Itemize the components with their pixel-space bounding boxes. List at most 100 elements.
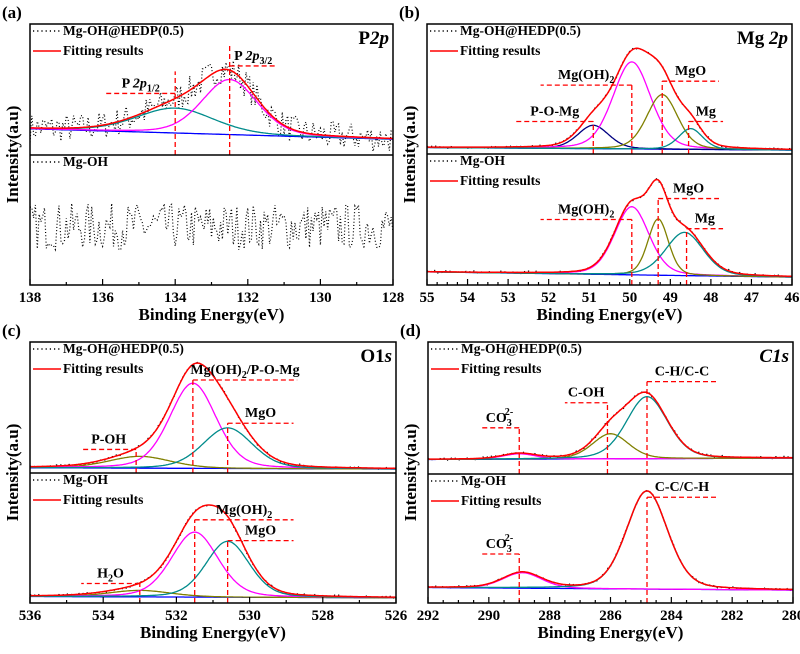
peak-label: Mg(OH)2	[216, 503, 272, 521]
x-tick-label: 284	[660, 608, 683, 624]
peak-label: Mg(OH)2	[558, 68, 614, 86]
x-tick-label: 48	[703, 290, 718, 306]
spectrum-title: Mg 2p	[737, 28, 788, 49]
x-tick-label: 47	[744, 290, 760, 306]
top-subplot: Mg(OH)2 MgO Mg P-O-Mg Mg-OH@HEDP(0.5) Fitting…	[427, 23, 792, 154]
peak-label-text: Mg(OH)	[558, 68, 610, 83]
x-axis-label: Binding Energy(eV)	[139, 305, 285, 324]
x-tick-label: 530	[238, 608, 261, 624]
experimental-data-dotted	[30, 504, 396, 599]
x-tick-label: 136	[91, 290, 114, 306]
legend-label: Fitting results	[63, 361, 143, 376]
legend-label: Fitting results	[460, 43, 540, 58]
spectrum-title-text: P	[358, 28, 370, 49]
peak-label-text: MgO	[245, 406, 276, 421]
legend-label: Fitting results	[63, 43, 143, 58]
x-tick-label: 138	[19, 290, 42, 306]
peak-label-subscript: 3/2	[259, 56, 272, 67]
plot-area	[427, 47, 792, 151]
peak-label-text: P-OH	[91, 432, 126, 447]
peak-label: MgO	[673, 182, 704, 197]
peak-label-superscript: 2-	[505, 533, 513, 544]
spectrum-title-italic: s	[384, 346, 392, 367]
component-peak-1	[30, 382, 396, 470]
component-peak-2	[427, 93, 792, 151]
peak-label: MgO	[245, 524, 276, 539]
panel-label: (d)	[400, 321, 421, 340]
peak-label-text: Mg(OH)	[558, 203, 610, 218]
peak-label-subscript: 2	[108, 574, 113, 585]
x-tick-label: 292	[417, 608, 440, 624]
peak-label-text: Mg(OH)	[216, 503, 268, 518]
x-axis-label: Binding Energy(eV)	[140, 623, 286, 642]
fitting-result-line	[30, 504, 396, 598]
peak-label-text: CO	[486, 411, 507, 426]
component-peak-1	[30, 531, 396, 599]
peak-label: Mg(OH)2/P-O-Mg	[190, 363, 299, 381]
peak-label-text: MgO	[673, 182, 704, 197]
peak-label-text: P	[234, 49, 245, 64]
peak-label-subscript: 2	[267, 510, 272, 521]
spectrum-title-italic: 2p	[768, 28, 788, 49]
peak-label-text: C-OH	[568, 386, 605, 401]
fitting-result-line	[427, 47, 792, 151]
y-axis-label: Intensity(a.u)	[3, 106, 22, 204]
peak-label-text: MgO	[245, 524, 276, 539]
x-tick-label: 534	[92, 608, 115, 624]
component-peak-2	[30, 427, 396, 470]
top-subplot: C-H/C-C C-OH CO32- Mg-OH@HEDP(0.5) Fitting r…	[428, 341, 793, 474]
spectrum-title-italic: C1s	[759, 346, 789, 367]
fitting-result-line	[30, 362, 396, 470]
experimental-data-dotted	[427, 177, 792, 279]
peak-label-text: Mg(OH)	[190, 363, 242, 378]
peak-label: C-H/C-C	[655, 365, 709, 380]
y-axis-label: Intensity(a.u)	[400, 106, 419, 204]
x-tick-label: 288	[538, 608, 561, 624]
peak-label: C-OH	[568, 386, 605, 401]
component-peak-3	[427, 127, 792, 151]
spectrum-title: O1s	[360, 346, 392, 367]
legend-label: Mg-OH@HEDP(0.5)	[63, 341, 184, 356]
legend-label: Mg-OH	[63, 472, 108, 487]
peak-label: MgO	[245, 406, 276, 421]
panel-a: (a) P 2p 1/2 P 2p3/2 Mg-OH@HEDP(0.5) Fitting …	[2, 3, 404, 324]
x-tick-label: 50	[622, 290, 637, 306]
fitting-result-line	[30, 68, 393, 140]
peak-label-subscript: 1/2	[147, 83, 160, 94]
x-tick-label: 286	[599, 608, 622, 624]
legend-label: Mg-OH@HEDP(0.5)	[63, 23, 184, 38]
x-tick-label: 526	[385, 608, 408, 624]
peak-label: H2O	[97, 567, 124, 585]
peak-label-subscript: 2	[609, 210, 614, 221]
legend-label: Fitting results	[63, 492, 143, 507]
panel-label: (a)	[2, 3, 22, 22]
spectrum-title-italic: 2p	[369, 28, 389, 49]
component-peak-2	[427, 231, 792, 278]
peak-label-text-after: O	[113, 567, 124, 582]
x-tick-label: 282	[721, 608, 744, 624]
panel-d: (d)C-H/C-CC-OHCO32-Mg-OH@HEDP(0.5)Fittin…	[400, 321, 800, 642]
component-peak-1	[428, 433, 793, 461]
plot-area	[428, 390, 793, 461]
peak-label: Mg	[695, 212, 715, 227]
experimental-data-dotted	[30, 361, 396, 470]
legend-label: Mg-OH@HEDP(0.5)	[461, 341, 582, 356]
component-peak-1	[427, 218, 792, 278]
peak-label: P-OH	[91, 432, 126, 447]
peak-label: P 2p3/2	[234, 49, 272, 67]
y-axis-label: Intensity(a.u)	[401, 424, 420, 522]
bottom-subplot: Mg(OH)2 MgO Mg Mg-OH Fitting results	[427, 153, 792, 285]
x-tick-label: 130	[309, 290, 332, 306]
peak-label-text: MgO	[675, 64, 706, 79]
plot-area	[427, 177, 792, 279]
peak-label-text: Mg	[696, 105, 716, 120]
bottom-subplot: C-C/C-H CO32- Mg-OH Fitting results	[428, 473, 793, 603]
x-tick-label: 536	[19, 608, 42, 624]
peak-label-text: CO	[486, 537, 507, 552]
top-subplot: Mg(OH)2/P-O-Mg MgO P-OH Mg-OH@HEDP(0.5) Fitt…	[30, 341, 396, 473]
y-axis-label: Intensity(a.u)	[3, 424, 22, 522]
plot-area	[30, 202, 393, 252]
peak-label-superscript: 2-	[505, 407, 513, 418]
